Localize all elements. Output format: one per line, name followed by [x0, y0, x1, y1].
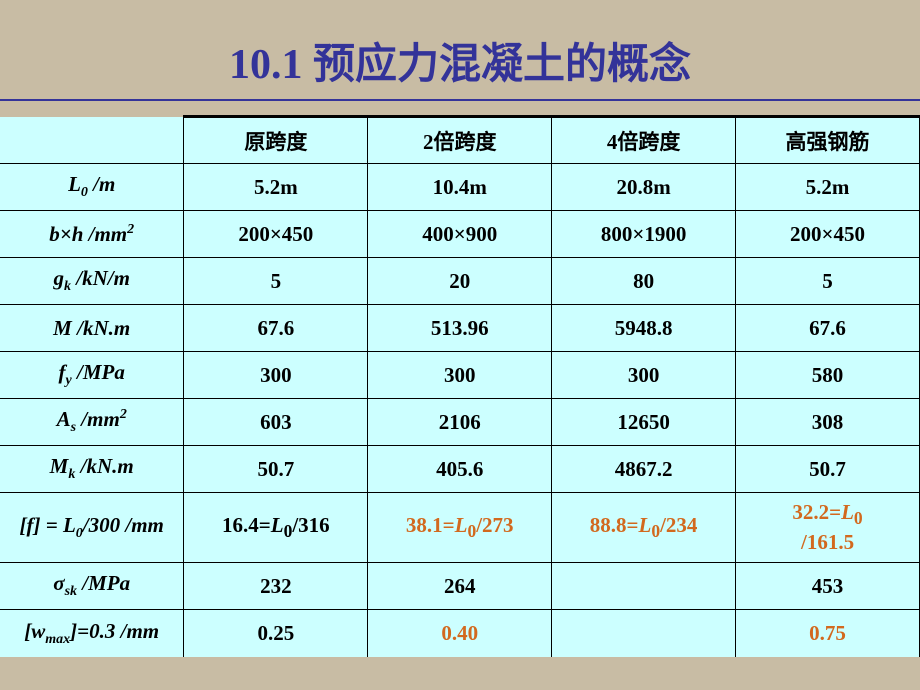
- table-cell: 0.75: [736, 610, 920, 657]
- table-cell: 67.6: [736, 305, 920, 352]
- table-row: Mk /kN.m50.7405.64867.250.7: [0, 446, 920, 493]
- table-row: [wmax]=0.3 /mm0.250.40 0.75: [0, 610, 920, 657]
- header-cell: 4倍跨度: [552, 117, 736, 164]
- table-cell: 32.2=L0/161.5: [736, 493, 920, 563]
- table-row: σsk /MPa232264 453: [0, 563, 920, 610]
- table-cell: 513.96: [368, 305, 552, 352]
- table-row: M /kN.m67.6513.965948.867.6: [0, 305, 920, 352]
- table-cell: 10.4m: [368, 164, 552, 211]
- header-cell: 高强钢筋: [736, 117, 920, 164]
- table-cell: 200×450: [736, 211, 920, 258]
- table-row: [f] = L0/300 /mm16.4=L0/31638.1=L0/27388…: [0, 493, 920, 563]
- table-cell: 5: [184, 258, 368, 305]
- table-cell: 400×900: [368, 211, 552, 258]
- table-cell: 232: [184, 563, 368, 610]
- table-cell: 38.1=L0/273: [368, 493, 552, 563]
- table-cell: [552, 610, 736, 657]
- table-cell: 300: [368, 352, 552, 399]
- row-label: [wmax]=0.3 /mm: [0, 610, 184, 657]
- table-cell: 603: [184, 399, 368, 446]
- table-cell: 50.7: [736, 446, 920, 493]
- table-cell: 300: [184, 352, 368, 399]
- table-cell: 580: [736, 352, 920, 399]
- row-label: L0 /m: [0, 164, 184, 211]
- table-cell: 800×1900: [552, 211, 736, 258]
- table-row: b×h /mm2200×450400×900800×1900200×450: [0, 211, 920, 258]
- table-cell: 80: [552, 258, 736, 305]
- header-empty: [0, 117, 184, 164]
- row-label: b×h /mm2: [0, 211, 184, 258]
- table-cell: 0.40: [368, 610, 552, 657]
- table-cell: 5.2m: [184, 164, 368, 211]
- table-row: As /mm2603210612650308: [0, 399, 920, 446]
- table-row: L0 /m5.2m10.4m20.8m5.2m: [0, 164, 920, 211]
- row-label: fy /MPa: [0, 352, 184, 399]
- table-cell: 4867.2: [552, 446, 736, 493]
- row-label: M /kN.m: [0, 305, 184, 352]
- table-cell: 308: [736, 399, 920, 446]
- table-cell: 5: [736, 258, 920, 305]
- table-cell: 264: [368, 563, 552, 610]
- table-cell: 300: [552, 352, 736, 399]
- table-cell: 5.2m: [736, 164, 920, 211]
- row-label: gk /kN/m: [0, 258, 184, 305]
- row-label: [f] = L0/300 /mm: [0, 493, 184, 563]
- table-cell: 405.6: [368, 446, 552, 493]
- table-cell: 12650: [552, 399, 736, 446]
- header-row: 原跨度2倍跨度4倍跨度高强钢筋: [0, 117, 920, 164]
- table-cell: 20.8m: [552, 164, 736, 211]
- table-cell: 67.6: [184, 305, 368, 352]
- table-cell: [552, 563, 736, 610]
- row-label: Mk /kN.m: [0, 446, 184, 493]
- table-cell: 0.25: [184, 610, 368, 657]
- header-cell: 原跨度: [184, 117, 368, 164]
- table-cell: 50.7: [184, 446, 368, 493]
- row-label: As /mm2: [0, 399, 184, 446]
- table-cell: 453: [736, 563, 920, 610]
- title-underline: [0, 99, 920, 101]
- page-title: 10.1 预应力混凝土的概念: [0, 0, 920, 99]
- table-cell: 88.8=L0/234: [552, 493, 736, 563]
- table-cell: 2106: [368, 399, 552, 446]
- table-cell: 5948.8: [552, 305, 736, 352]
- table-cell: 200×450: [184, 211, 368, 258]
- row-label: σsk /MPa: [0, 563, 184, 610]
- table-body: L0 /m5.2m10.4m20.8m5.2mb×h /mm2200×45040…: [0, 164, 920, 657]
- table-row: gk /kN/m520805: [0, 258, 920, 305]
- table-row: fy /MPa300300300580: [0, 352, 920, 399]
- table-cell: 20: [368, 258, 552, 305]
- table-cell: 16.4=L0/316: [184, 493, 368, 563]
- header-cell: 2倍跨度: [368, 117, 552, 164]
- data-table: 原跨度2倍跨度4倍跨度高强钢筋 L0 /m5.2m10.4m20.8m5.2mb…: [0, 115, 920, 657]
